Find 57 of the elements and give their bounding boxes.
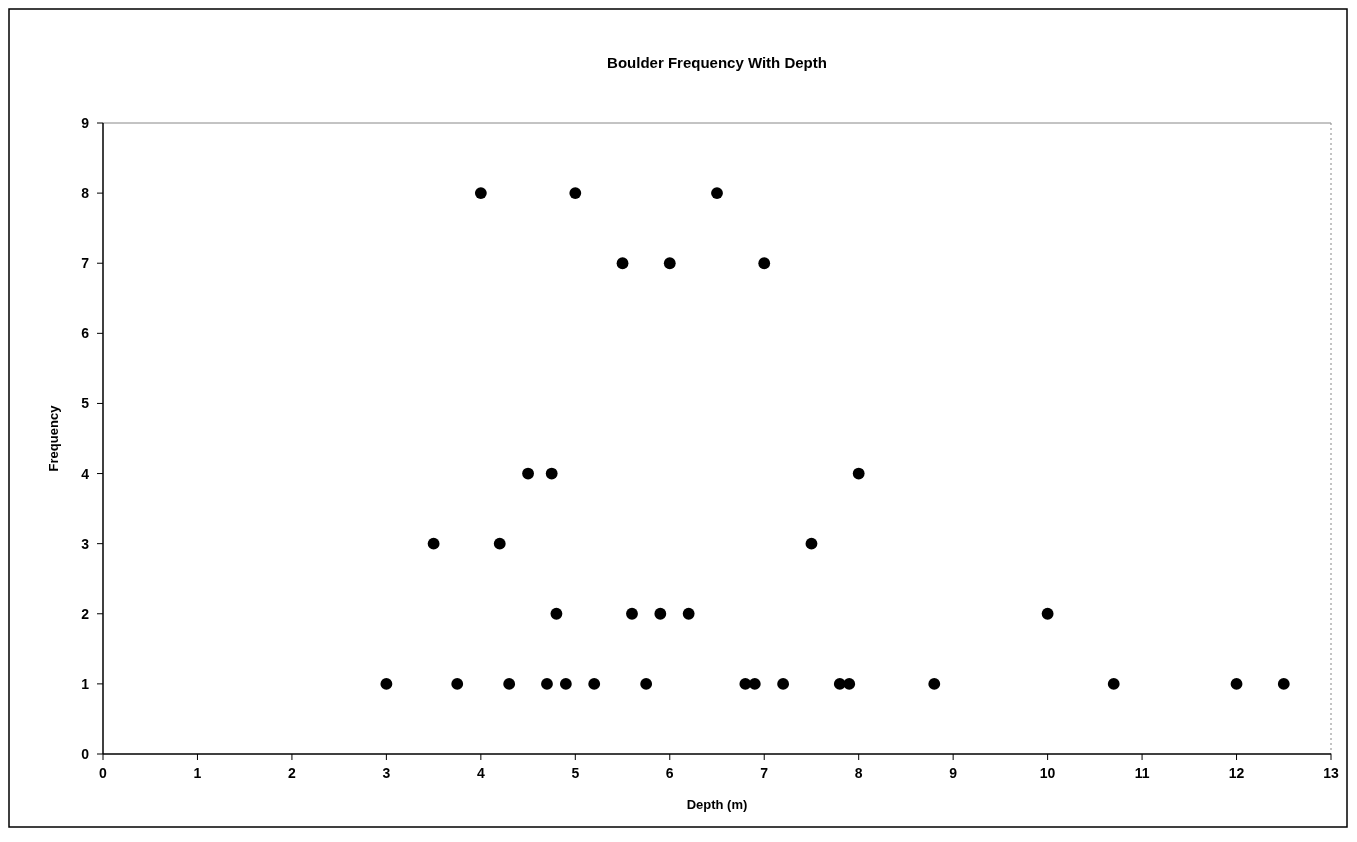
x-tick-label: 3 [382, 765, 391, 781]
point [640, 677, 653, 690]
point [777, 677, 790, 690]
y-tick-label: 9 [81, 115, 90, 131]
point [663, 257, 676, 270]
y-tick-label: 4 [81, 465, 90, 482]
y-tick-label: 7 [81, 255, 90, 272]
point [380, 677, 393, 690]
x-tick-label: 12 [1228, 765, 1245, 781]
point [427, 537, 440, 550]
x-tick-label: 13 [1323, 765, 1339, 781]
y-axis-title: Frequency [46, 404, 61, 472]
x-tick-label: 1 [193, 765, 202, 781]
x-tick-label: 0 [99, 765, 108, 781]
y-tick-label: 1 [81, 675, 90, 692]
point [1107, 677, 1120, 690]
y-tick-label: 6 [81, 325, 90, 342]
point [522, 467, 534, 480]
point [1041, 607, 1054, 620]
point [451, 677, 464, 690]
point [626, 607, 638, 620]
x-tick-label: 7 [760, 765, 769, 781]
point [758, 257, 771, 270]
point [569, 187, 582, 200]
point [805, 537, 818, 550]
point [616, 257, 629, 270]
point [545, 467, 558, 480]
point [503, 677, 516, 690]
point [928, 677, 941, 690]
x-tick-label: 5 [571, 765, 580, 781]
chart-title: Boulder Frequency With Depth [607, 54, 827, 71]
y-tick-label: 8 [81, 185, 90, 202]
x-tick-label: 4 [476, 765, 485, 781]
x-tick-label: 10 [1039, 765, 1056, 781]
x-tick-label: 8 [854, 765, 863, 781]
y-tick-label: 0 [81, 746, 90, 762]
point [1230, 677, 1243, 690]
x-tick-label: 9 [949, 765, 958, 781]
point [550, 607, 563, 620]
point [1277, 677, 1290, 690]
y-tick-label: 3 [81, 535, 90, 552]
point [852, 467, 865, 480]
x-tick-label: 6 [665, 765, 674, 781]
x-tick-label: 11 [1134, 765, 1150, 781]
x-axis-title: Depth (m) [686, 797, 748, 812]
point [843, 677, 856, 690]
y-tick-label: 2 [81, 605, 90, 622]
x-tick-label: 2 [288, 765, 297, 781]
point [493, 537, 506, 550]
point [559, 677, 572, 690]
y-tick-label: 5 [81, 395, 90, 412]
point [474, 187, 487, 200]
point [588, 677, 601, 690]
point [711, 187, 723, 200]
point [682, 607, 695, 620]
point [654, 607, 667, 620]
point [541, 677, 553, 690]
